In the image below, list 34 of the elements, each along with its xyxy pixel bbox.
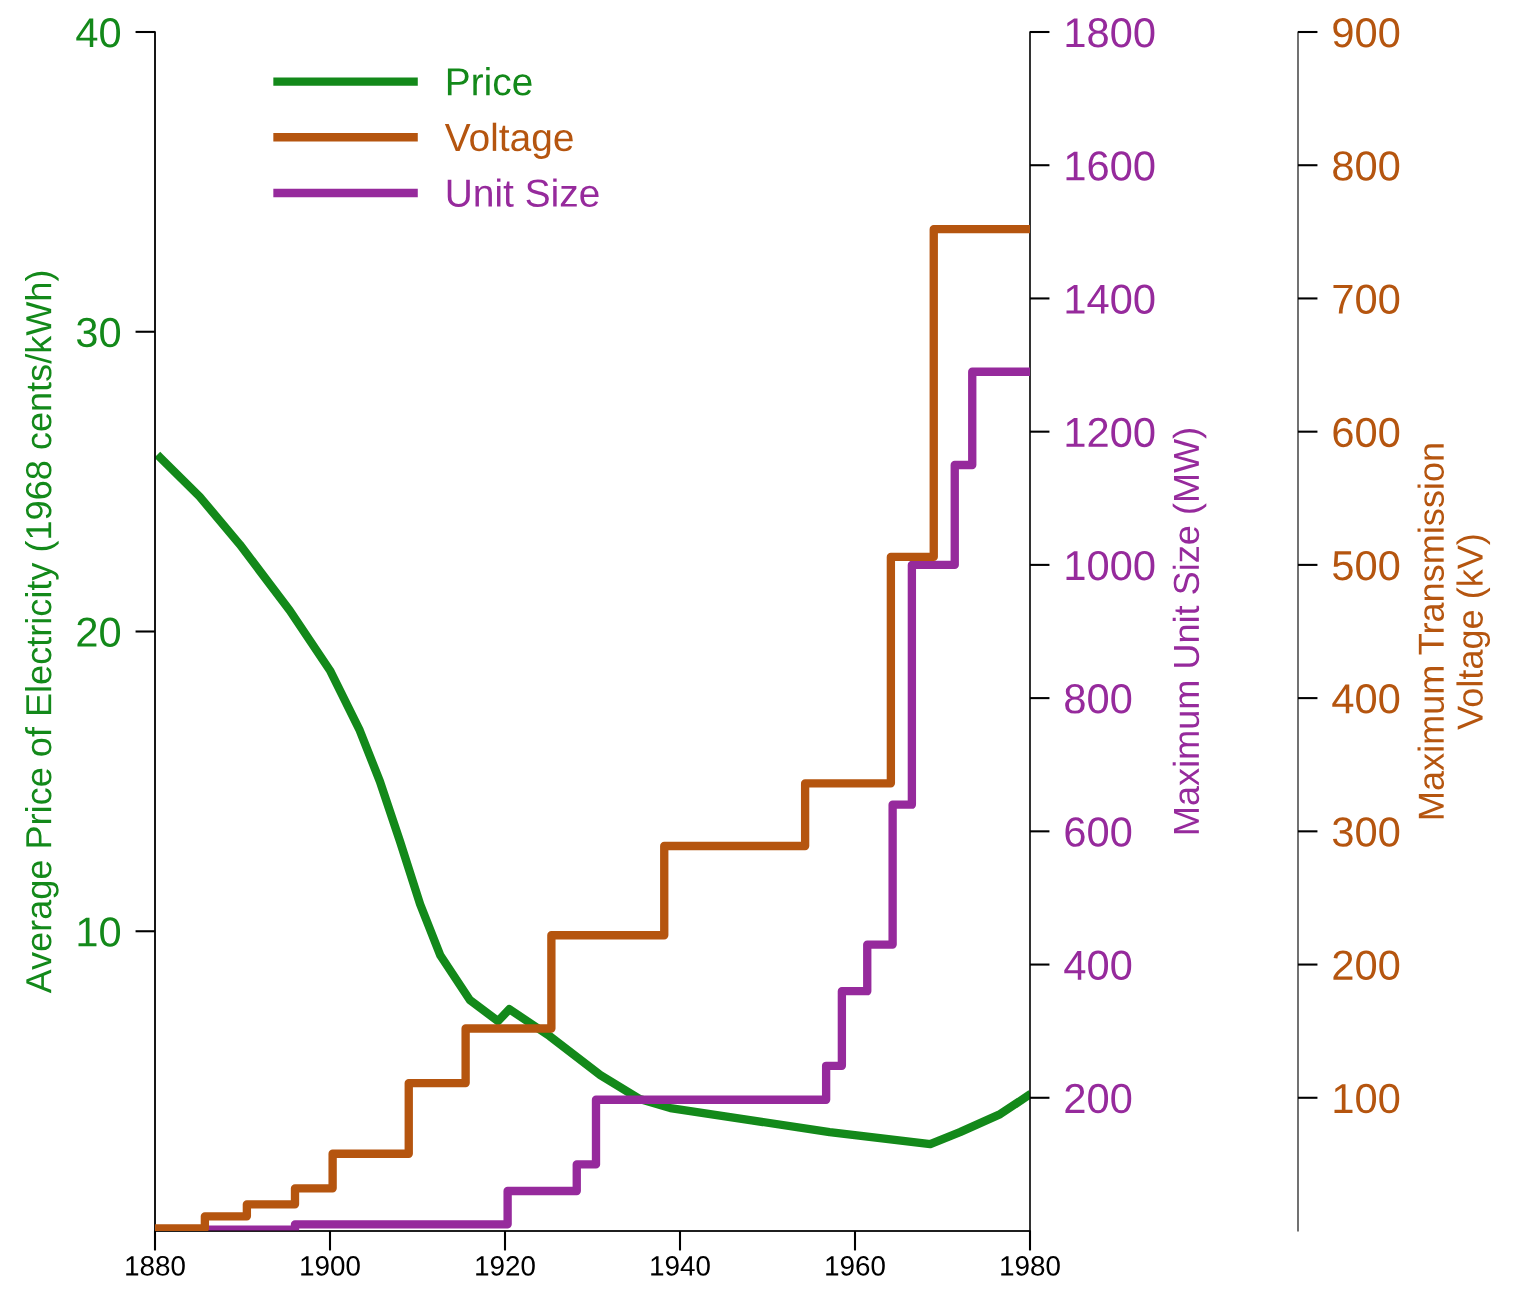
legend-label: Voltage [444,122,573,159]
y3-tick-label: 400 [1332,684,1400,714]
y2-axis-title: Maximum Unit Size (MW) [1172,429,1207,834]
y3-tick-label: 500 [1333,550,1400,581]
y2-tick-label: 1000 [1066,550,1155,581]
y2-tick-label: 1600 [1066,151,1155,181]
y3-axis-title: Maximum Transmission Voltage (kV) [1417,444,1491,819]
y2-tick-label: 400 [1064,950,1132,981]
y3-tick-label: 800 [1333,151,1400,181]
legend-label: Price [447,67,532,96]
x-tick-label: 1960 [826,1256,885,1276]
y-axis-title: Average Price of Electricity (1968 cents/kWh) [25,271,59,994]
y2-tick-label: 1200 [1066,417,1155,448]
y2-tick-label: 1400 [1066,284,1155,314]
x-tick-label: 1920 [476,1256,535,1276]
x-tick-label: 1940 [651,1256,710,1276]
legend-label: Unit Size [447,178,599,207]
y-tick-label: 10 [78,917,121,947]
y-tick-label: 30 [76,317,121,348]
y2-tick-label: 800 [1065,684,1132,714]
y2-tick-label: 1800 [1066,18,1155,48]
y-tick-label: 20 [77,617,121,648]
y3-tick-label: 700 [1333,284,1400,314]
y3-tick-label: 600 [1333,417,1400,448]
y-tick-label: 40 [76,18,121,48]
y3-tick-label: 100 [1334,1083,1400,1114]
y2-tick-label: 600 [1065,817,1132,847]
x-tick-label: 1900 [301,1256,360,1276]
x-tick-label: 1980 [1001,1256,1060,1276]
y2-tick-label: 200 [1065,1083,1132,1114]
y3-tick-label: 200 [1333,950,1400,981]
x-tick-label: 1880 [126,1256,185,1276]
y3-tick-label: 900 [1333,18,1400,48]
y3-tick-label: 300 [1332,817,1400,847]
